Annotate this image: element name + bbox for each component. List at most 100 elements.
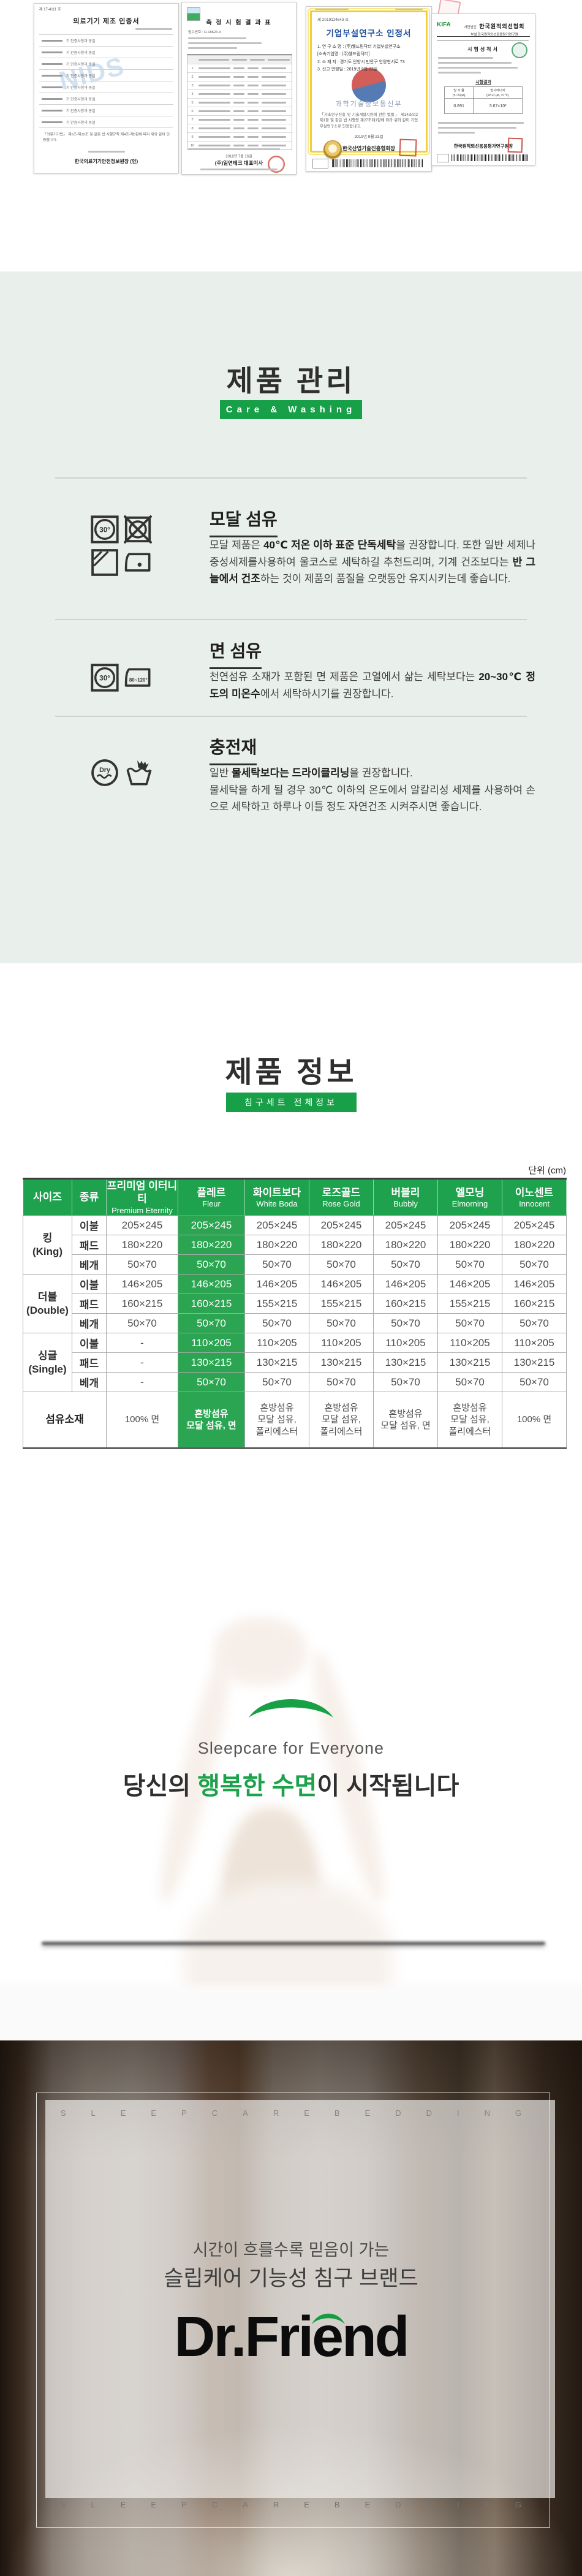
- info-section-badge: 침구세트 전체정보: [225, 1093, 357, 1112]
- material-value-cell: 혼방섬유 모달 섬유, 면: [373, 1392, 438, 1449]
- size-group-cell: 킹 (King): [23, 1215, 72, 1275]
- doc4-field-bar: [438, 62, 512, 64]
- size-value-cell: 50×70: [309, 1254, 374, 1275]
- size-value-cell: 110×205: [244, 1333, 309, 1354]
- size-value-cell: 50×70: [437, 1254, 502, 1275]
- doc4-assoc-line: 사단법인 한국원적외선협회 부설 한국원적외선응용평가연구원: [458, 20, 531, 37]
- table-row: 킹 (King) 이불 205×245 205×245 205×245 205×245 205…: [23, 1215, 567, 1275]
- size-value-cell: 155×215: [244, 1294, 309, 1314]
- doc2-logo: [187, 7, 200, 21]
- material-value-cell: 100% 면: [106, 1392, 178, 1449]
- certificate-research-institute: 제 2019114643 호 기업부설연구소 인정서 1. 연 구 소 명 : …: [306, 6, 432, 172]
- size-value-cell: 180×220: [106, 1235, 178, 1256]
- column-header: 프리미엄 이터니티 Premium Eternity: [106, 1178, 178, 1216]
- size-value-cell: 50×70: [309, 1313, 374, 1334]
- doc1-title: 의료기기 제조 인증서: [73, 18, 140, 25]
- doc2-note-bar: [188, 148, 280, 150]
- doc2-field-1: 접수번호 : R-18623-3: [188, 31, 221, 34]
- table-row: 베개 50×70 50×70 50×70 50×70 50×70 50×70 50×70: [23, 1254, 567, 1275]
- size-value-cell: 50×70: [178, 1254, 245, 1275]
- size-value-cell: 50×70: [309, 1372, 374, 1393]
- size-value-cell: 50×70: [178, 1372, 245, 1393]
- svg-text:30°: 30°: [99, 675, 110, 683]
- type-cell: 이불: [72, 1274, 107, 1295]
- doc4-field-bar: [438, 57, 493, 59]
- type-cell: 베개: [72, 1254, 107, 1275]
- doc4-kifa: KIFA: [437, 21, 451, 28]
- korea-emblem-icon: [352, 68, 386, 102]
- doc3-date: 2019년 9월 23일: [354, 135, 384, 139]
- doc3-ministry: 과학기술정보통신부: [335, 100, 402, 108]
- doc4-result-title: 시험결과: [475, 80, 491, 85]
- care-text-filling: 일반 물세탁보다는 드라이클리닝을 권장합니다. 물세탁을 하게 될 경우 30℃…: [210, 767, 535, 813]
- care-section-title: 제품 관리: [226, 365, 356, 397]
- doc3-barcode: [332, 159, 423, 167]
- hand-wash-icon: [125, 759, 153, 787]
- doc1-number: 제 17-4111 호: [39, 8, 61, 12]
- size-value-cell: 110×205: [437, 1333, 502, 1354]
- size-value-cell: 130×215: [437, 1352, 502, 1373]
- size-value-cell: 50×70: [244, 1372, 309, 1393]
- doc3-header-bar: [315, 9, 349, 10]
- size-group-cell: 더블 (Double): [23, 1274, 72, 1334]
- doc4-barcode-box: [437, 154, 449, 162]
- table-row: 더블 (Double) 이불 146×205 146×205 146×205 146×205…: [23, 1274, 567, 1334]
- size-table: 사이즈 종류 프리미엄 이터니티 Premium Eternity 플레르 Fleur 화이…: [23, 1178, 567, 1450]
- size-value-cell: 50×70: [373, 1313, 438, 1334]
- material-value-cell: 혼방섬유 모달 섬유, 면: [178, 1392, 245, 1449]
- doc3-header-bar: [395, 9, 423, 10]
- size-value-cell: 205×245: [106, 1215, 178, 1236]
- care-divider: [55, 716, 527, 717]
- doc4-field-bar: [438, 67, 518, 69]
- size-value-cell: 50×70: [106, 1254, 178, 1275]
- size-value-cell: 180×220: [437, 1235, 502, 1256]
- column-header: 화이트보다 White Boda: [244, 1178, 309, 1216]
- size-value-cell: 50×70: [502, 1372, 567, 1393]
- section-shadow-divider: [42, 1942, 545, 1945]
- svg-text:Dry: Dry: [99, 767, 110, 774]
- koita-medal-icon: [323, 140, 342, 159]
- care-text-modal: 모달 제품은 40℃ 저온 이하 표준 단독세탁을 권장합니다. 또한 일반 세…: [210, 539, 535, 585]
- size-value-cell: 146×205: [106, 1274, 178, 1295]
- doc2-field-bar: [188, 37, 246, 39]
- table-row: 베개 50×70 50×70 50×70 50×70 50×70 50×70 50×70: [23, 1313, 567, 1334]
- doc4-assoc: 한국원적외선협회: [479, 23, 525, 29]
- material-value-cell: 혼방섬유 모달 섬유, 폴리에스터: [309, 1392, 374, 1449]
- wash-30-icon: 30°: [91, 515, 119, 544]
- size-value-cell: 50×70: [437, 1372, 502, 1393]
- size-value-cell: 180×220: [502, 1235, 567, 1256]
- size-value-cell: 146×205: [244, 1274, 309, 1295]
- doc4-val1: 0.891: [444, 98, 474, 114]
- doc4-title: 시험성적서: [467, 47, 499, 52]
- doc4-note-bar: [438, 132, 475, 134]
- doc3-body: 「기초연구진흥 및 기술개발지원에 관한 법률」 제14조의2 제1항 및 같은…: [320, 113, 418, 129]
- doc2-date: 2018년 7월 16일: [225, 155, 252, 159]
- size-value-cell: 205×245: [373, 1215, 438, 1236]
- brand-tagline-1: 시간이 흐를수록 믿음이 가는: [192, 2241, 390, 2259]
- type-cell: 베개: [72, 1313, 107, 1334]
- column-header: 로즈골드 Rose Gold: [309, 1178, 374, 1216]
- hero-headline: 당신의 행복한 수면이 시작됩니다: [123, 1773, 459, 1800]
- size-value-cell: 110×205: [178, 1333, 245, 1354]
- column-header: 종류: [72, 1178, 107, 1216]
- care-section-badge: Care & Washing: [220, 400, 362, 419]
- column-header: 사이즈: [23, 1178, 72, 1216]
- care-heading-cotton: 면 섬유: [210, 638, 262, 669]
- svg-text:30°: 30°: [99, 527, 110, 534]
- unit-label: 단위 (cm): [528, 1165, 566, 1176]
- size-value-cell: 146×205: [437, 1274, 502, 1295]
- doc3-number: 제 2019114643 호: [317, 18, 349, 22]
- doc4-col2: 방사에너지 (W/㎡·㎛, 37℃): [473, 86, 523, 99]
- doc1-issuer: 한국의료기기안전정보원장 (인): [74, 159, 138, 164]
- size-value-cell: 130×215: [244, 1352, 309, 1373]
- type-cell: 베개: [72, 1372, 107, 1393]
- brand-tagline-2: 슬립케어 기능성 침구 브랜드: [164, 2267, 418, 2290]
- size-value-cell: 160×215: [502, 1294, 567, 1314]
- doc4-sub: 부설 한국원적외선응용평가연구원: [471, 33, 518, 37]
- doc4-header-rule: [437, 36, 530, 37]
- doc3-red-stamp-icon: [399, 138, 417, 157]
- certificates-strip: 제 17-4111 호 의료기기 제조 인증서 NIDS 기 인증사항과 동일 기…: [0, 0, 582, 271]
- material-value-cell: 100% 면: [502, 1392, 567, 1449]
